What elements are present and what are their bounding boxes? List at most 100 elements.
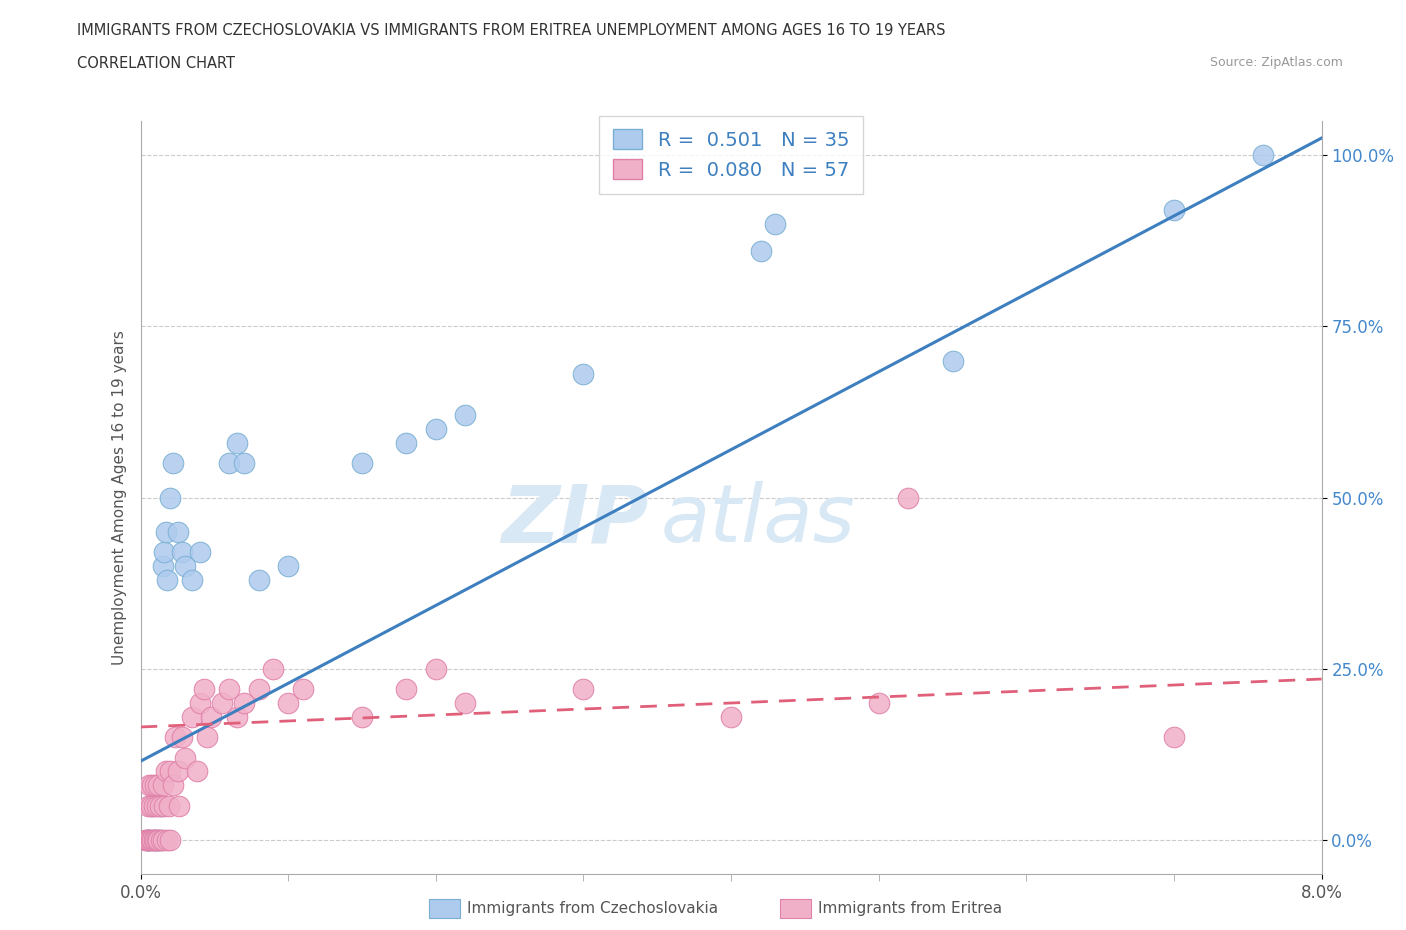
Point bbox=[200, 710, 222, 724]
Legend: R =  0.501   N = 35, R =  0.080   N = 57: R = 0.501 N = 35, R = 0.080 N = 57 bbox=[599, 115, 863, 193]
Point bbox=[454, 696, 477, 711]
Text: Source: ZipAtlas.com: Source: ZipAtlas.com bbox=[1209, 56, 1343, 69]
Point bbox=[141, 798, 163, 813]
Point bbox=[233, 456, 256, 471]
Point bbox=[170, 545, 193, 560]
Point bbox=[155, 525, 177, 539]
Point bbox=[188, 545, 211, 560]
Point bbox=[225, 435, 247, 450]
Point bbox=[233, 696, 256, 711]
Point bbox=[572, 682, 595, 697]
Point bbox=[145, 777, 166, 792]
Point bbox=[136, 832, 159, 847]
Point bbox=[157, 798, 180, 813]
Point bbox=[162, 456, 184, 471]
Point bbox=[149, 832, 172, 847]
Point bbox=[142, 832, 165, 847]
Point bbox=[211, 696, 233, 711]
Point bbox=[138, 832, 160, 847]
Point bbox=[150, 832, 173, 847]
Point bbox=[146, 832, 169, 847]
Point bbox=[135, 832, 157, 847]
Point bbox=[1163, 203, 1185, 218]
Point bbox=[139, 832, 162, 847]
Point bbox=[159, 490, 181, 505]
Point bbox=[425, 661, 447, 676]
Text: CORRELATION CHART: CORRELATION CHART bbox=[77, 56, 235, 71]
Point bbox=[181, 572, 204, 587]
Point bbox=[141, 832, 163, 847]
Point bbox=[135, 832, 157, 847]
Point bbox=[352, 456, 374, 471]
Point bbox=[153, 545, 176, 560]
Point bbox=[145, 832, 166, 847]
Y-axis label: Unemployment Among Ages 16 to 19 years: Unemployment Among Ages 16 to 19 years bbox=[111, 330, 127, 665]
Point bbox=[186, 764, 208, 779]
Point bbox=[163, 730, 186, 745]
Point bbox=[142, 832, 165, 847]
Point bbox=[159, 764, 181, 779]
Point bbox=[141, 777, 163, 792]
Point bbox=[167, 798, 190, 813]
Point bbox=[155, 764, 177, 779]
Point bbox=[720, 710, 742, 724]
Point bbox=[148, 777, 170, 792]
Point bbox=[152, 559, 174, 574]
Text: Immigrants from Eritrea: Immigrants from Eritrea bbox=[818, 901, 1002, 916]
Point bbox=[193, 682, 215, 697]
Point bbox=[152, 832, 174, 847]
Point bbox=[277, 559, 299, 574]
Point bbox=[181, 710, 204, 724]
Text: IMMIGRANTS FROM CZECHOSLOVAKIA VS IMMIGRANTS FROM ERITREA UNEMPLOYMENT AMONG AGE: IMMIGRANTS FROM CZECHOSLOVAKIA VS IMMIGR… bbox=[77, 23, 946, 38]
Point bbox=[149, 798, 172, 813]
Point bbox=[942, 353, 965, 368]
Point bbox=[174, 559, 197, 574]
Point bbox=[188, 696, 211, 711]
Point bbox=[138, 777, 160, 792]
Point bbox=[1163, 730, 1185, 745]
Point bbox=[142, 798, 165, 813]
Point bbox=[292, 682, 315, 697]
Point bbox=[868, 696, 890, 711]
Point bbox=[139, 798, 162, 813]
Point bbox=[148, 832, 170, 847]
Point bbox=[225, 710, 247, 724]
Point bbox=[138, 832, 160, 847]
Point bbox=[162, 777, 184, 792]
Point bbox=[425, 421, 447, 436]
Point bbox=[146, 798, 169, 813]
Point bbox=[145, 832, 166, 847]
Point bbox=[395, 435, 418, 450]
Point bbox=[152, 777, 174, 792]
Point bbox=[897, 490, 920, 505]
Point bbox=[159, 832, 181, 847]
Point bbox=[749, 244, 772, 259]
Point bbox=[247, 572, 270, 587]
Point bbox=[166, 525, 188, 539]
Point bbox=[136, 832, 159, 847]
Point bbox=[156, 832, 179, 847]
Point bbox=[153, 798, 176, 813]
Point bbox=[148, 832, 170, 847]
Point bbox=[262, 661, 284, 676]
Point bbox=[352, 710, 374, 724]
Point bbox=[156, 572, 179, 587]
Point bbox=[395, 682, 418, 697]
Point bbox=[277, 696, 299, 711]
Text: atlas: atlas bbox=[661, 481, 855, 559]
Point bbox=[218, 456, 240, 471]
Point bbox=[136, 798, 159, 813]
Point bbox=[765, 216, 787, 231]
Point bbox=[247, 682, 270, 697]
Text: ZIP: ZIP bbox=[501, 481, 648, 559]
Text: Immigrants from Czechoslovakia: Immigrants from Czechoslovakia bbox=[467, 901, 718, 916]
Point bbox=[166, 764, 188, 779]
Point bbox=[134, 832, 156, 847]
Point bbox=[1251, 148, 1274, 163]
Point bbox=[170, 730, 193, 745]
Point bbox=[572, 366, 595, 381]
Point bbox=[195, 730, 218, 745]
Point bbox=[150, 798, 173, 813]
Point bbox=[174, 751, 197, 765]
Point bbox=[218, 682, 240, 697]
